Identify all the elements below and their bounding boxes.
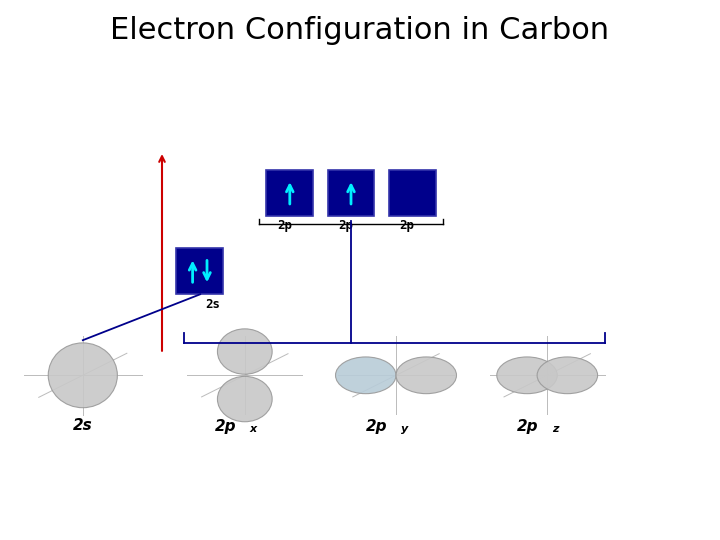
Text: 2p: 2p bbox=[400, 219, 414, 232]
Text: 2s: 2s bbox=[73, 418, 93, 434]
Ellipse shape bbox=[336, 357, 396, 394]
Text: Electron Configuration in Carbon: Electron Configuration in Carbon bbox=[110, 16, 610, 45]
Text: 2p: 2p bbox=[215, 418, 236, 434]
Bar bbox=[328, 170, 374, 216]
Text: 2p: 2p bbox=[517, 418, 539, 434]
Bar bbox=[389, 170, 436, 216]
Text: y: y bbox=[401, 424, 408, 434]
Bar bbox=[176, 248, 223, 294]
Text: 2s: 2s bbox=[205, 298, 220, 311]
Ellipse shape bbox=[497, 357, 557, 394]
Ellipse shape bbox=[537, 357, 598, 394]
Text: 2p: 2p bbox=[366, 418, 387, 434]
Text: x: x bbox=[250, 424, 257, 434]
Text: 2p: 2p bbox=[338, 219, 353, 232]
Bar bbox=[266, 170, 313, 216]
Ellipse shape bbox=[217, 376, 272, 422]
Text: 2p: 2p bbox=[277, 219, 292, 232]
Text: z: z bbox=[552, 424, 559, 434]
Ellipse shape bbox=[217, 329, 272, 374]
Ellipse shape bbox=[48, 343, 117, 408]
Ellipse shape bbox=[396, 357, 456, 394]
